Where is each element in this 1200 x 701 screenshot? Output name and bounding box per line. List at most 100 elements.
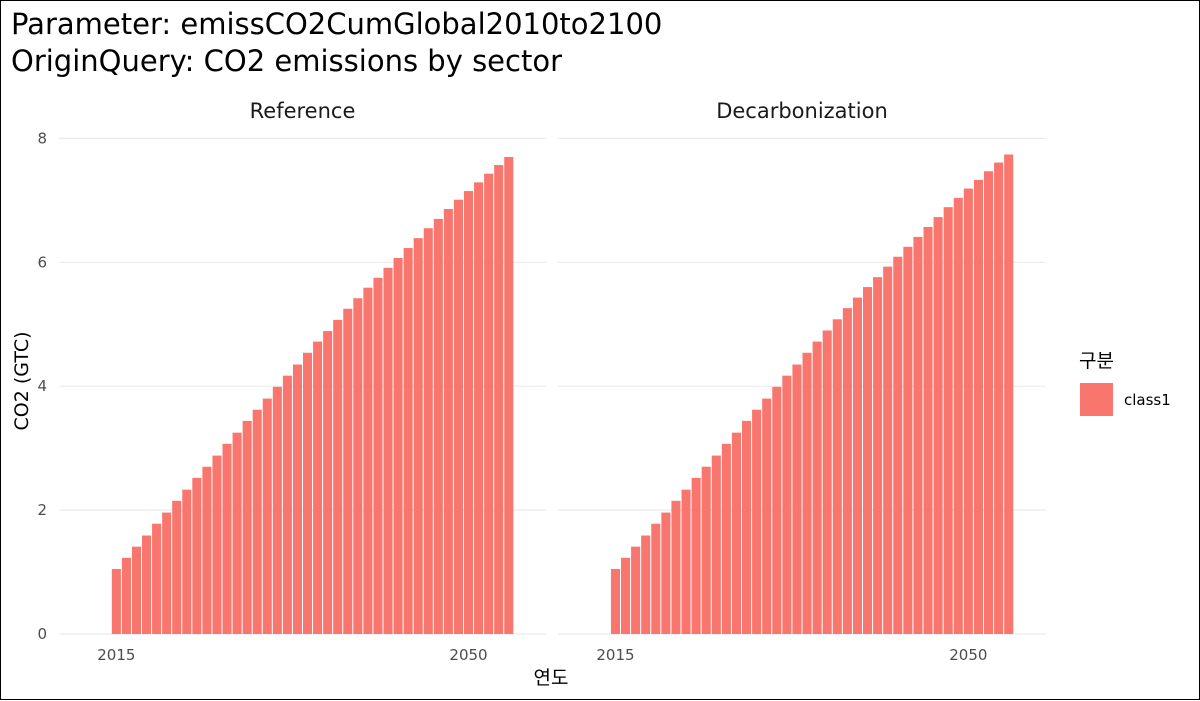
bar xyxy=(111,568,121,634)
bar xyxy=(742,420,752,634)
bar xyxy=(711,455,721,634)
y-tick-label: 4 xyxy=(37,377,47,395)
bar xyxy=(343,308,353,634)
bar xyxy=(852,297,862,634)
y-tick-label: 0 xyxy=(37,625,47,643)
x-tick-label: 2050 xyxy=(949,646,987,664)
legend-label-class1: class1 xyxy=(1124,391,1171,409)
bar xyxy=(983,171,994,634)
bar xyxy=(162,512,172,634)
bar xyxy=(691,477,701,634)
bar xyxy=(731,432,741,634)
bar xyxy=(953,197,963,635)
bar xyxy=(212,455,222,634)
bar xyxy=(631,546,641,634)
y-axis-title: CO2 (GTC) xyxy=(11,332,33,431)
bar xyxy=(383,267,393,634)
bar xyxy=(822,330,832,634)
bar xyxy=(282,375,292,634)
bar xyxy=(272,386,282,634)
bar xyxy=(413,238,423,634)
bar xyxy=(453,199,463,634)
bar xyxy=(994,162,1004,635)
bar xyxy=(363,287,373,634)
x-axis-title: 연도 xyxy=(534,667,569,689)
x-tick-label: 2015 xyxy=(97,646,135,664)
panel-0: Reference 2015 2050 0 2 4 6 8 xyxy=(37,99,546,664)
bar xyxy=(752,409,762,634)
bar xyxy=(943,207,953,634)
bar xyxy=(292,364,302,634)
bar xyxy=(142,535,152,634)
bar xyxy=(423,228,433,634)
bar xyxy=(232,432,242,634)
y-tick-label: 8 xyxy=(37,129,47,147)
bar xyxy=(192,477,202,634)
bar xyxy=(463,191,474,635)
bar xyxy=(202,466,212,634)
chart-title: Parameter: emissCO2CumGlobal2010to2100 xyxy=(11,7,662,41)
bar xyxy=(222,443,232,634)
bar xyxy=(903,246,913,634)
bar xyxy=(494,165,504,634)
bar xyxy=(641,535,651,634)
bar xyxy=(893,256,903,634)
bar xyxy=(762,398,772,634)
bar xyxy=(262,398,272,634)
bar xyxy=(252,409,262,634)
panel-1: Decarbonization 2015 2050 xyxy=(558,99,1046,664)
bar xyxy=(721,443,731,634)
bar xyxy=(832,319,842,634)
bar xyxy=(671,500,681,634)
bar xyxy=(913,236,923,634)
panel-strip-label: Decarbonization xyxy=(716,99,888,123)
bar xyxy=(701,466,711,634)
bar xyxy=(812,341,822,634)
bar xyxy=(661,512,671,634)
panels-layer: Reference 2015 2050 0 2 4 6 8 Decarbonization 201… xyxy=(37,99,1046,664)
y-tick-label: 2 xyxy=(37,501,47,519)
bar xyxy=(651,523,661,634)
bar xyxy=(323,331,333,634)
bar xyxy=(681,489,691,634)
bar xyxy=(1004,154,1014,634)
bar xyxy=(474,182,484,634)
legend-swatch-class1 xyxy=(1080,383,1113,416)
bar xyxy=(621,557,631,634)
bar xyxy=(313,341,323,634)
bar xyxy=(923,226,933,635)
bar xyxy=(484,173,494,634)
bar xyxy=(182,489,192,634)
bar xyxy=(393,257,403,634)
bar xyxy=(842,308,852,634)
legend-title: 구분 xyxy=(1079,350,1114,372)
bar xyxy=(303,352,313,634)
bar xyxy=(242,420,252,634)
bar xyxy=(883,266,893,634)
bar xyxy=(152,523,162,634)
bar xyxy=(782,375,792,634)
bar xyxy=(973,179,983,634)
bar xyxy=(863,287,873,634)
bar xyxy=(433,218,443,635)
bar xyxy=(131,546,142,634)
bar xyxy=(121,557,131,634)
x-tick-label: 2015 xyxy=(596,646,634,664)
bar xyxy=(963,188,973,634)
bar xyxy=(353,298,363,634)
bar xyxy=(873,277,883,634)
bar xyxy=(443,209,453,634)
bar xyxy=(802,352,812,634)
bar xyxy=(792,364,802,634)
y-tick-label: 6 xyxy=(37,253,47,271)
chart-subtitle: OriginQuery: CO2 emissions by sector xyxy=(11,44,562,78)
bar xyxy=(933,217,943,634)
x-tick-label: 2050 xyxy=(449,646,487,664)
bar xyxy=(373,277,383,634)
bar xyxy=(610,568,621,634)
legend: 구분 class1 xyxy=(1079,350,1171,416)
bar xyxy=(504,156,514,634)
bar xyxy=(772,386,782,634)
panel-strip-label: Reference xyxy=(250,99,356,123)
